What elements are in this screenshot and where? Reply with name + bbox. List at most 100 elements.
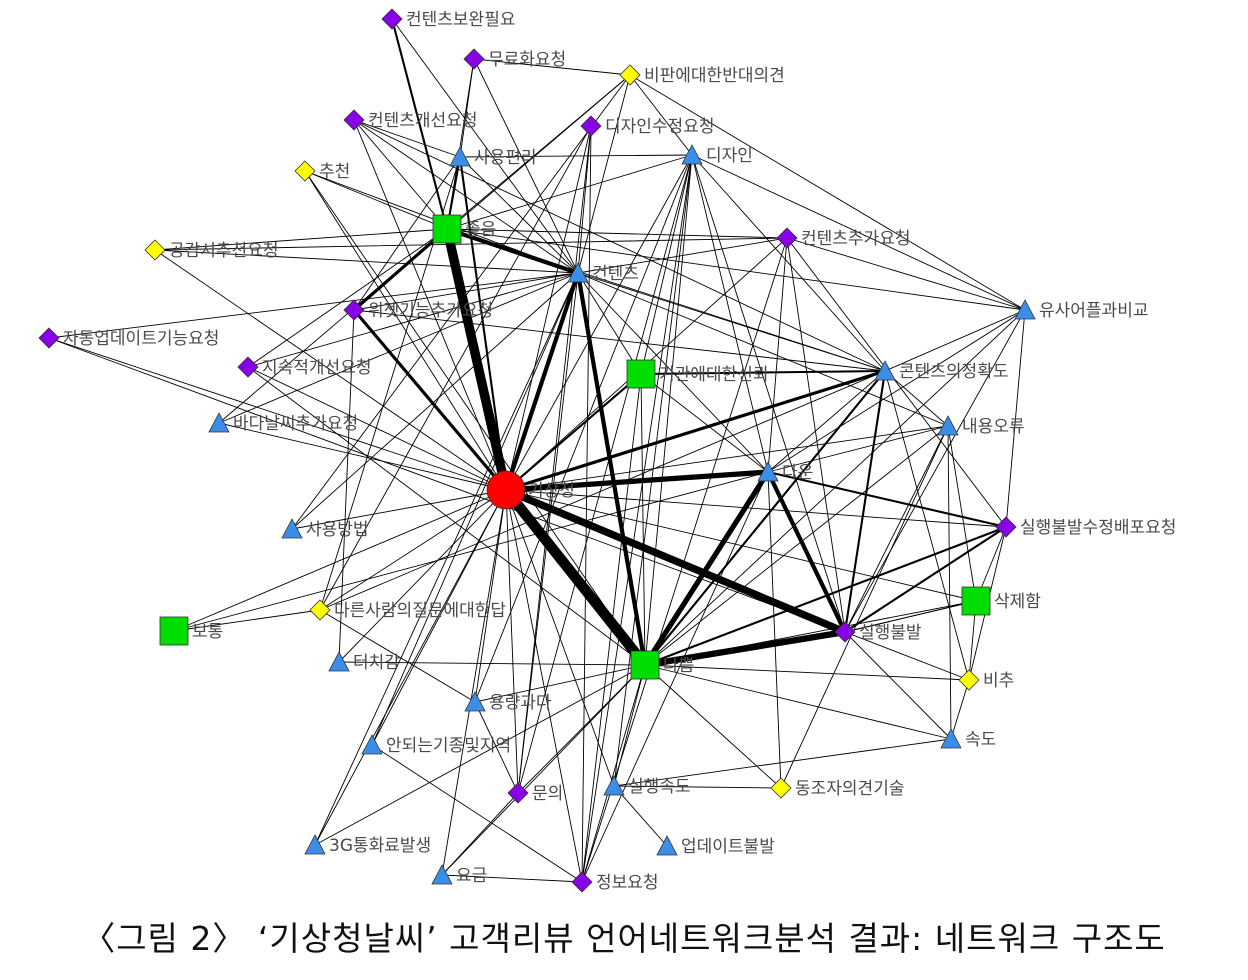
diamond-node-marker <box>776 227 798 249</box>
edge <box>642 469 771 668</box>
diamond-node-marker <box>144 239 166 261</box>
node-label: 지속적개선요청 <box>262 358 371 378</box>
triangle-node-marker <box>937 415 959 436</box>
edge <box>353 119 448 230</box>
edge <box>577 272 769 473</box>
edge <box>767 309 1026 473</box>
node-label: 보통 <box>192 622 223 642</box>
node: 안되는기종및지역 <box>361 734 511 756</box>
edge <box>641 628 849 669</box>
edge <box>173 471 769 632</box>
edge <box>884 370 970 681</box>
edge <box>577 125 592 274</box>
diamond-node-marker <box>571 871 593 893</box>
edge <box>218 422 507 491</box>
node-label: 비판에대한반대의견 <box>644 66 785 86</box>
node: 나쁨 <box>630 650 694 680</box>
edge <box>581 373 642 883</box>
edge <box>291 74 631 530</box>
node-label: 용량과다 <box>489 693 552 713</box>
edge <box>291 489 507 530</box>
node-label: 공감시추천요청 <box>169 241 278 261</box>
edge <box>218 228 448 424</box>
node: 유사어플과비교 <box>1014 299 1148 321</box>
edge <box>517 154 693 794</box>
node: 터치감 <box>328 651 400 673</box>
edge <box>577 74 631 274</box>
edge <box>247 228 448 368</box>
node: 요금 <box>431 864 487 886</box>
edge <box>304 170 507 491</box>
edge <box>844 631 970 681</box>
edge <box>644 664 970 681</box>
square-node-marker <box>630 650 660 680</box>
edge <box>390 17 449 231</box>
edge <box>338 661 646 666</box>
triangle-node-marker <box>567 262 589 283</box>
node: 다운 <box>757 461 813 483</box>
edge <box>446 228 788 239</box>
edge <box>629 74 693 156</box>
triangle-node-marker <box>940 728 962 749</box>
edge <box>353 119 461 158</box>
edge <box>247 366 507 491</box>
node: 추천 <box>294 160 350 182</box>
edge <box>304 170 646 666</box>
edge <box>391 18 579 274</box>
edge <box>629 74 1026 311</box>
edge <box>843 369 887 634</box>
node: 3G통화료발생 <box>304 834 431 856</box>
edge <box>644 154 693 666</box>
node: 위젯기능추가요청 <box>343 299 493 321</box>
edge <box>371 489 507 746</box>
node-label: 사용방법 <box>306 520 369 540</box>
edge <box>613 785 782 789</box>
edge <box>844 600 977 633</box>
triangle-node-marker <box>656 835 678 856</box>
triangle-node-marker <box>431 864 453 885</box>
edge <box>247 366 646 666</box>
edge <box>353 309 886 372</box>
edge <box>517 272 579 794</box>
edge <box>577 272 886 372</box>
edge <box>474 489 507 703</box>
edge <box>502 486 849 636</box>
edge <box>441 664 646 876</box>
edge <box>458 155 508 492</box>
diamond-node-marker <box>38 327 60 349</box>
node-label: 동조자의견기술 <box>795 779 904 799</box>
edge <box>767 471 782 789</box>
node-label: 무료화요청 <box>488 50 566 70</box>
node: 동조자의견기술 <box>770 777 904 799</box>
node: 문의 <box>507 782 563 804</box>
node-label: 다운 <box>782 463 813 483</box>
edge <box>691 154 1026 311</box>
node-label: 내용오류 <box>962 417 1025 437</box>
edge <box>644 600 977 666</box>
edge <box>505 489 977 602</box>
square-node-marker <box>159 616 189 646</box>
node-label: 컨텐츠개선요청 <box>368 111 477 131</box>
diamond-node-marker <box>580 115 602 137</box>
circle-node-marker <box>486 470 526 510</box>
triangle-node-marker <box>449 146 471 167</box>
node: 속도 <box>940 728 996 750</box>
edge <box>517 125 592 794</box>
edge <box>581 125 592 883</box>
diamond-node-marker <box>958 669 980 691</box>
edge <box>884 309 1026 372</box>
edge <box>1005 309 1026 528</box>
edge <box>640 154 693 375</box>
edge <box>314 489 507 846</box>
edge <box>505 154 693 491</box>
node-label: 컨텐츠보완필요 <box>406 10 515 30</box>
node-label: 컨텐츠 <box>592 264 639 284</box>
edge <box>613 154 693 787</box>
node: 삭제함 <box>961 586 1041 616</box>
edge <box>691 154 846 633</box>
edge <box>304 170 448 230</box>
edge <box>442 224 511 495</box>
diamond-node-marker <box>463 48 485 70</box>
edge <box>581 471 769 883</box>
